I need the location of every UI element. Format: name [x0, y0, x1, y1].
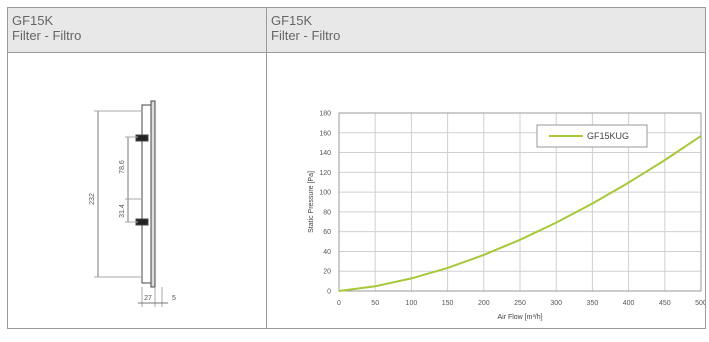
legend-box [536, 124, 648, 148]
x-tick-label: 300 [550, 300, 562, 307]
drawing-panel: 232 78.6 31.4 27 5 [8, 53, 266, 328]
plot-frame [338, 112, 702, 292]
y-tick-label: 120 [319, 170, 331, 177]
chart-legend: GF15KUG [536, 124, 648, 148]
y-tick-label: 40 [323, 249, 331, 256]
x-tick-label: 200 [478, 300, 490, 307]
filter-flange [150, 100, 156, 288]
x-tick-label: 400 [623, 300, 635, 307]
left-panel-code: GF15K [12, 13, 54, 28]
y-axis-label: Static Pressure [Pa] [308, 171, 315, 233]
x-tick-label: 0 [337, 300, 341, 307]
x-tick-labels: 0 50 100 150 200 250 300 350 400 450 500 [337, 300, 707, 307]
series-line [338, 135, 702, 292]
y-tick-label: 80 [323, 209, 331, 216]
clip-upper [135, 134, 149, 142]
chart-panel: 0 20 40 60 80 100 120 140 160 180 0 50 100 150 200 250… [267, 53, 707, 328]
x-tick-label: 50 [371, 300, 379, 307]
y-tick-label: 100 [319, 190, 331, 197]
column-divider [266, 52, 267, 328]
pressure-chart: 0 20 40 60 80 100 120 140 160 180 0 50 100 150 200 250… [308, 111, 707, 322]
filter-drawing: 232 78.6 31.4 27 5 [89, 100, 176, 307]
x-tick-label: 350 [587, 300, 599, 307]
x-tick-label: 450 [659, 300, 671, 307]
y-tick-label: 180 [319, 111, 331, 118]
x-tick-label: 500 [695, 300, 705, 307]
right-panel-code: GF15K [271, 13, 313, 28]
y-tick-label: 60 [323, 229, 331, 236]
y-tick-label: 140 [319, 150, 331, 157]
right-panel-header: GF15K Filter - Filtro [267, 8, 705, 53]
spec-sheet: GF15K Filter - Filtro GF15K Filter - Fil… [7, 7, 707, 329]
x-tick-label: 100 [406, 300, 418, 307]
legend-label: GF15KUG [587, 131, 629, 141]
dim-middle-label: 31.4 [119, 204, 126, 218]
y-tick-label: 160 [319, 130, 331, 137]
y-tick-labels: 0 20 40 60 80 100 120 140 160 180 [319, 111, 331, 296]
y-tick-label: 0 [327, 289, 331, 296]
dim-depth-label: 27 [144, 295, 152, 302]
left-panel-name: Filter - Filtro [12, 28, 82, 43]
right-panel-name: Filter - Filtro [271, 28, 341, 43]
filter-body [141, 104, 152, 284]
dim-upper-label: 78.6 [119, 160, 126, 174]
x-tick-label: 150 [442, 300, 454, 307]
left-panel-header: GF15K Filter - Filtro [8, 8, 267, 53]
y-tick-label: 20 [323, 269, 331, 276]
x-tick-label: 250 [514, 300, 526, 307]
x-axis-label: Air Flow [m³/h] [497, 314, 542, 321]
dim-flange-label: 5 [172, 295, 176, 302]
dim-height-label: 232 [89, 193, 96, 205]
